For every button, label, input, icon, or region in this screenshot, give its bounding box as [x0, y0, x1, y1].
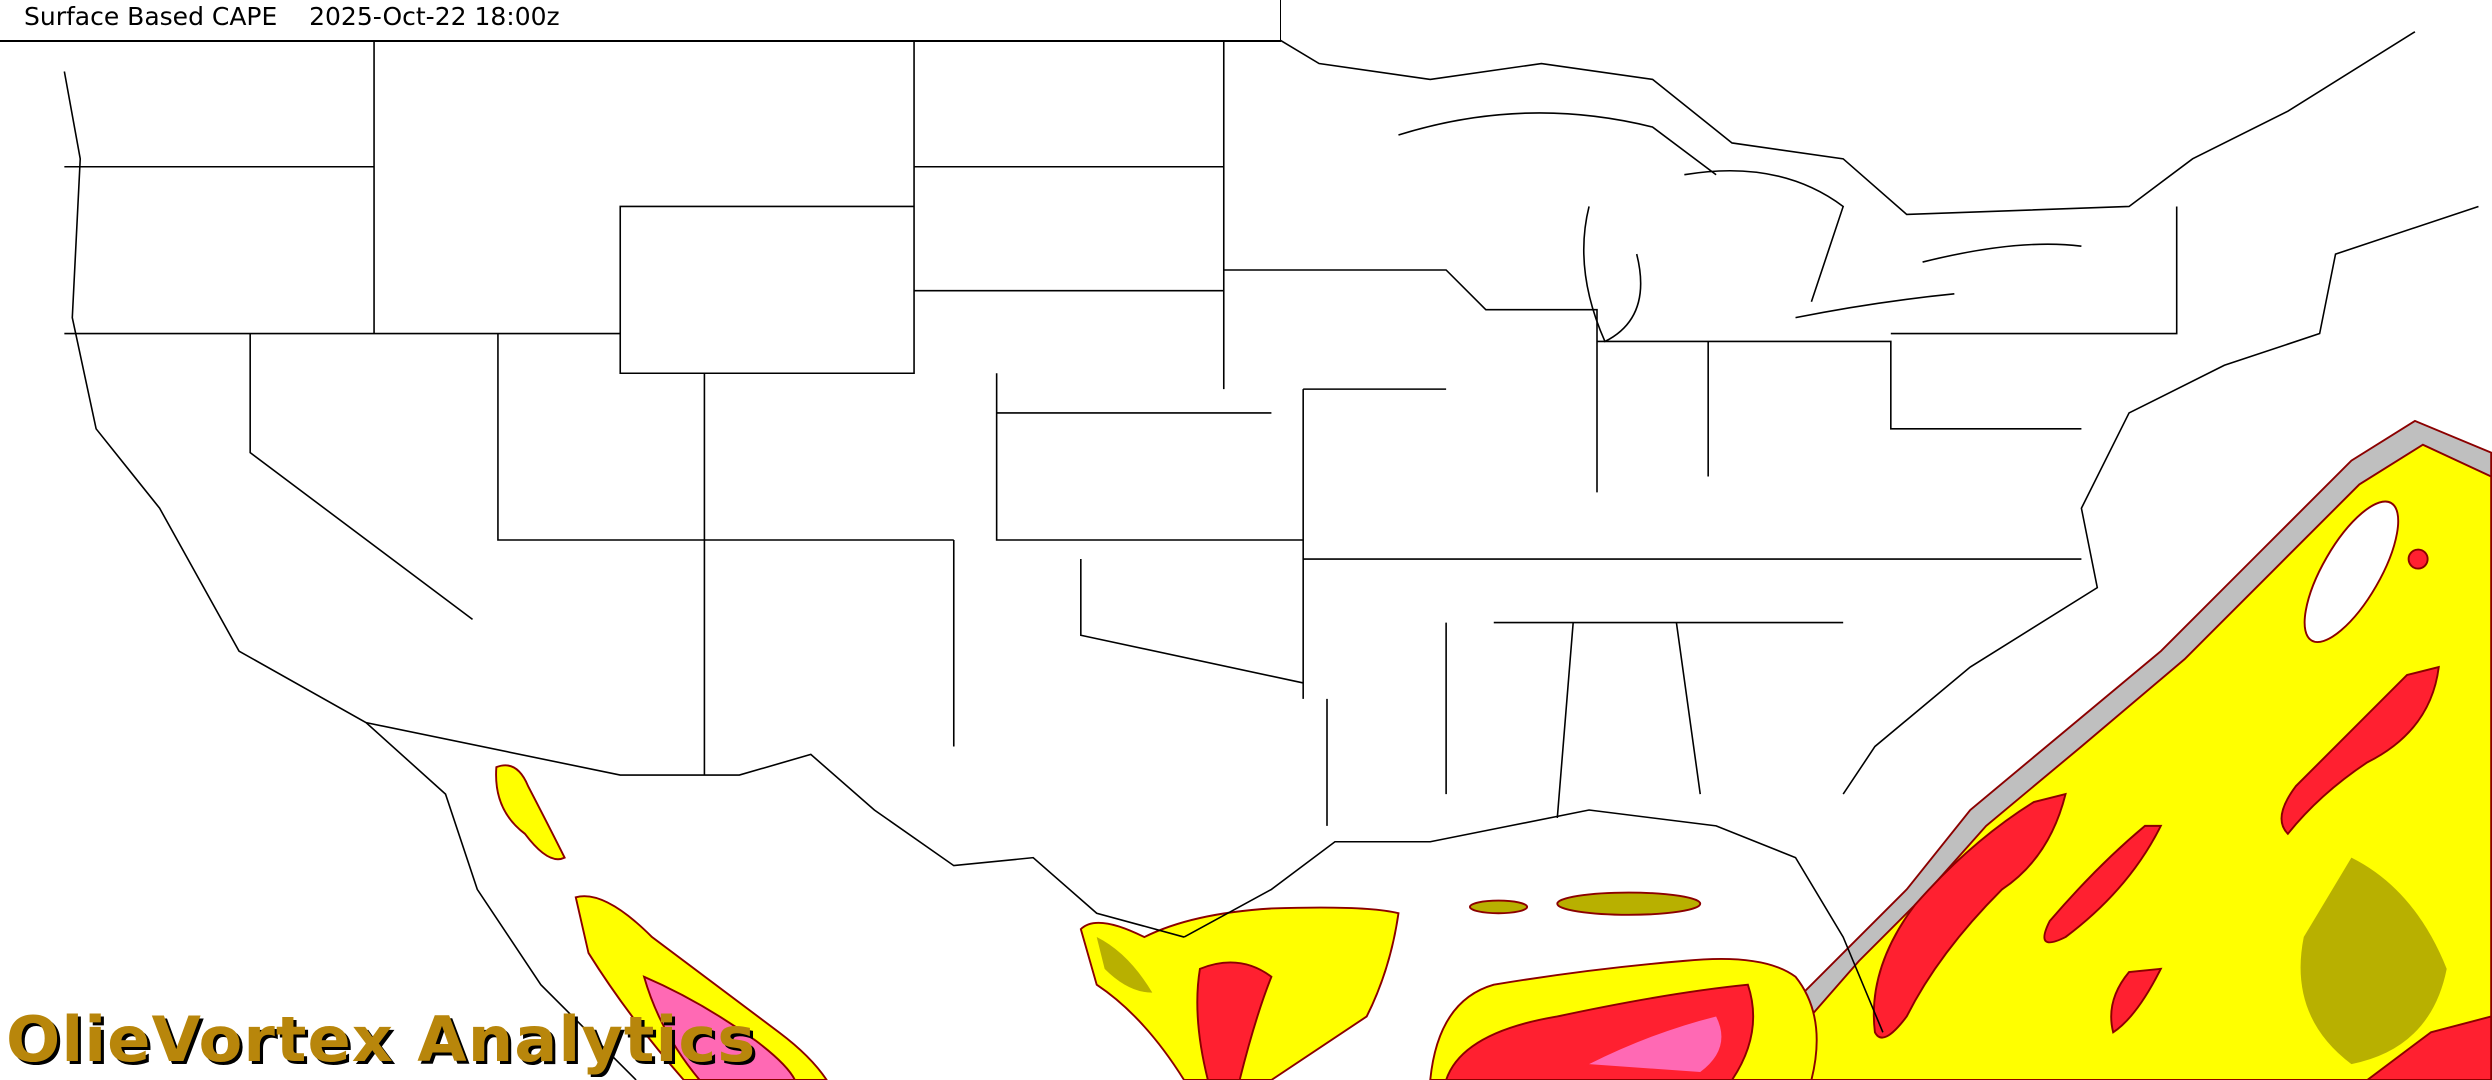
cape-region-florida-red [1872, 792, 2067, 1039]
cape-streak-2 [1468, 899, 1529, 915]
map-title: Surface Based CAPE 2025-Oct-22 18:00z [24, 2, 560, 31]
state-lines [64, 39, 2178, 826]
us-canada-border [80, 31, 2416, 216]
cape-region-baja [574, 895, 828, 1080]
west-coast [63, 71, 637, 1080]
cape-region-red-5 [2365, 1015, 2492, 1080]
watermark-logo: OlieVortex Analytics [6, 1003, 757, 1076]
cape-region-offshore-red [2280, 665, 2440, 836]
cape-region-red-4 [2110, 967, 2163, 1034]
cape-shading [495, 419, 2492, 1080]
map-header: Surface Based CAPE 2025-Oct-22 18:00z [0, 0, 1281, 42]
cape-region-texas-olive [1096, 937, 1153, 993]
cape-region-baja-north [495, 764, 566, 861]
valid-time: 2025-Oct-22 18:00z [309, 2, 560, 31]
cape-region-baja-pink [642, 975, 797, 1080]
field-name: Surface Based CAPE [24, 2, 278, 31]
us-mexico-border [365, 721, 1185, 938]
cape-streak-1 [1556, 891, 1702, 916]
cape-region-atlantic-olive [2300, 857, 2447, 1065]
political-boundaries [63, 31, 2479, 1080]
cape-region-texas-red [1196, 961, 1273, 1080]
east-coast [1842, 205, 2479, 795]
cape-red-dot [2407, 548, 2429, 570]
cape-hole-1 [2303, 500, 2400, 643]
cape-region-gulf-pink [1589, 1016, 1722, 1073]
great-lakes [1398, 112, 2082, 343]
cape-region-red-3 [2043, 824, 2163, 944]
gulf-coast [1183, 809, 1884, 1033]
